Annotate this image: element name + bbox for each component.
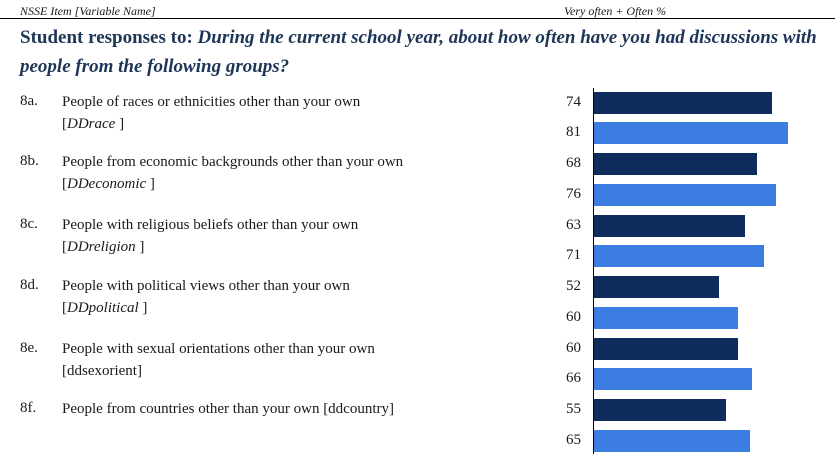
item-label: People with sexual orientations other th… [62, 338, 532, 382]
item-text: People with sexual orientations other th… [62, 341, 375, 357]
value-label-8b-a: 68 [566, 155, 581, 171]
item-code: 8f. [20, 400, 37, 416]
item-text: People with religious beliefs other than… [62, 217, 359, 233]
percent-column-header: Very often + Often % [564, 4, 667, 18]
value-label-8e-a: 60 [566, 340, 581, 356]
item-variable: DDpolitical [67, 300, 139, 316]
bar-8c-a [594, 215, 746, 237]
bar-8b-b [594, 184, 777, 206]
item-var-open: [ [62, 116, 67, 132]
question-text: During the current school year, about ho… [20, 27, 817, 77]
item-text: People from countries other than your ow… [62, 401, 394, 417]
item-var-close: ] [115, 116, 125, 132]
value-label-8d-a: 52 [566, 278, 581, 294]
item-code: 8d. [20, 277, 39, 293]
bar-8a-a [594, 92, 772, 114]
item-var-open: [ [62, 239, 67, 255]
item-code: 8c. [20, 216, 38, 232]
item-column-header: NSSE Item [Variable Name] [20, 4, 156, 18]
question-lead: Student responses to: [20, 27, 193, 48]
value-label-8e-b: 66 [566, 370, 581, 386]
item-var-open: [ [62, 176, 67, 192]
header-divider [0, 18, 835, 19]
value-label-8a-b: 81 [566, 124, 581, 140]
item-variable: DDreligion [67, 239, 136, 255]
item-var-open: [ [62, 300, 67, 316]
value-label-8c-a: 63 [566, 217, 581, 233]
item-label: People of races or ethnicities other tha… [62, 91, 532, 135]
bar-8c-b [594, 245, 765, 267]
bar-8e-a [594, 338, 738, 360]
bar-8f-a [594, 399, 726, 421]
item-code: 8e. [20, 340, 38, 356]
item-var-close: ] [146, 176, 155, 192]
item-variable: DDrace [67, 116, 116, 132]
item-text: People from economic backgrounds other t… [62, 154, 404, 170]
item-label: People with political views other than y… [62, 275, 532, 319]
table-header: NSSE Item [Variable Name] Very often + O… [0, 0, 835, 20]
bar-8b-a [594, 153, 758, 175]
item-label: People from countries other than your ow… [62, 398, 532, 420]
bar-8d-a [594, 276, 719, 298]
item-code: 8b. [20, 153, 39, 169]
item-text: People with political views other than y… [62, 278, 350, 294]
value-label-8f-b: 65 [566, 432, 581, 448]
item-label: People from economic backgrounds other t… [62, 151, 532, 195]
item-var-close: [ddsexorient] [62, 363, 142, 379]
item-text: People of races or ethnicities other tha… [62, 94, 361, 110]
bar-8a-b [594, 122, 789, 144]
question-title: Student responses to: During the current… [20, 23, 820, 81]
bar-8f-b [594, 430, 750, 452]
bar-axis-line [593, 88, 594, 454]
item-var-close: ] [135, 239, 145, 255]
value-label-8f-a: 55 [566, 401, 581, 417]
bar-8d-b [594, 307, 738, 329]
item-var-close: ] [138, 300, 148, 316]
item-label: People with religious beliefs other than… [62, 214, 532, 258]
value-label-8c-b: 71 [566, 247, 581, 263]
value-label-8a-a: 74 [566, 94, 581, 110]
value-label-8b-b: 76 [566, 186, 581, 202]
item-variable: DDeconomic [67, 176, 147, 192]
item-code: 8a. [20, 93, 38, 109]
value-label-8d-b: 60 [566, 309, 581, 325]
bar-8e-b [594, 368, 753, 390]
